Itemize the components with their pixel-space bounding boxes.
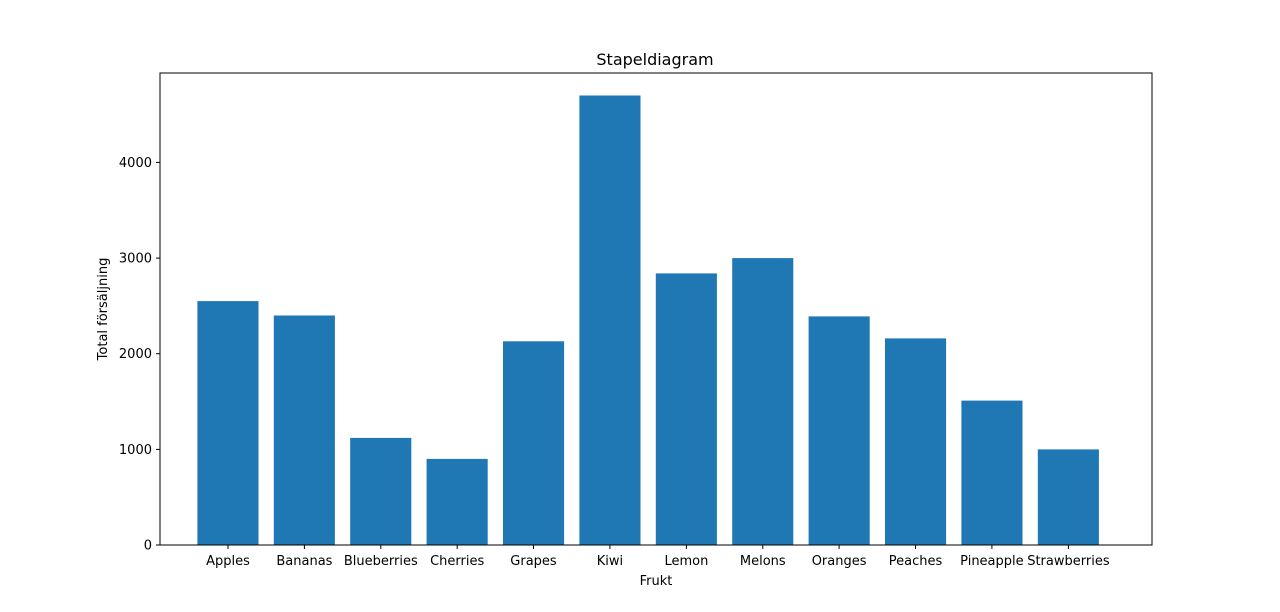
y-tick-label: 2000 (119, 347, 152, 362)
y-axis-title: Total försäljning (96, 258, 111, 362)
chart-title: Stapeldiagram (596, 50, 713, 69)
x-tick-label: Apples (206, 554, 250, 569)
bar-melons (732, 258, 794, 545)
bar-blueberries (350, 437, 412, 545)
x-tick-label: Bananas (276, 554, 332, 569)
x-tick-label: Strawberries (1027, 554, 1110, 569)
bar-bananas (273, 315, 335, 545)
x-axis: Apples Bananas Blueberries Cherries Grapes Ki… (206, 545, 1110, 569)
bar-apples (197, 301, 259, 545)
y-tick-label: 3000 (119, 252, 152, 267)
x-tick-label: Kiwi (597, 554, 623, 569)
y-tick-label: 4000 (119, 156, 152, 171)
bar-cherries (426, 458, 488, 545)
x-tick-label: Grapes (510, 554, 557, 569)
x-tick-label: Lemon (664, 554, 708, 569)
bar-pineapple (961, 400, 1023, 545)
y-tick-label: 0 (144, 539, 152, 554)
x-tick-label: Blueberries (344, 554, 418, 569)
x-axis-title: Frukt (640, 574, 673, 589)
y-tick-label: 1000 (119, 443, 152, 458)
x-tick-label: Oranges (812, 554, 867, 569)
bar-strawberries (1037, 449, 1099, 545)
x-tick-label: Pineapple (960, 554, 1023, 569)
x-tick-label: Peaches (889, 554, 943, 569)
bar-oranges (808, 316, 870, 545)
bars-group (197, 95, 1099, 545)
bar-peaches (885, 338, 947, 545)
plot-frame (159, 72, 1153, 546)
bar-lemon (655, 273, 717, 545)
bar-kiwi (579, 95, 641, 545)
x-tick-label: Melons (740, 554, 786, 569)
x-tick-label: Cherries (430, 554, 484, 569)
bar-grapes (503, 341, 565, 545)
y-axis: 0 1000 2000 3000 4000 (119, 156, 160, 554)
